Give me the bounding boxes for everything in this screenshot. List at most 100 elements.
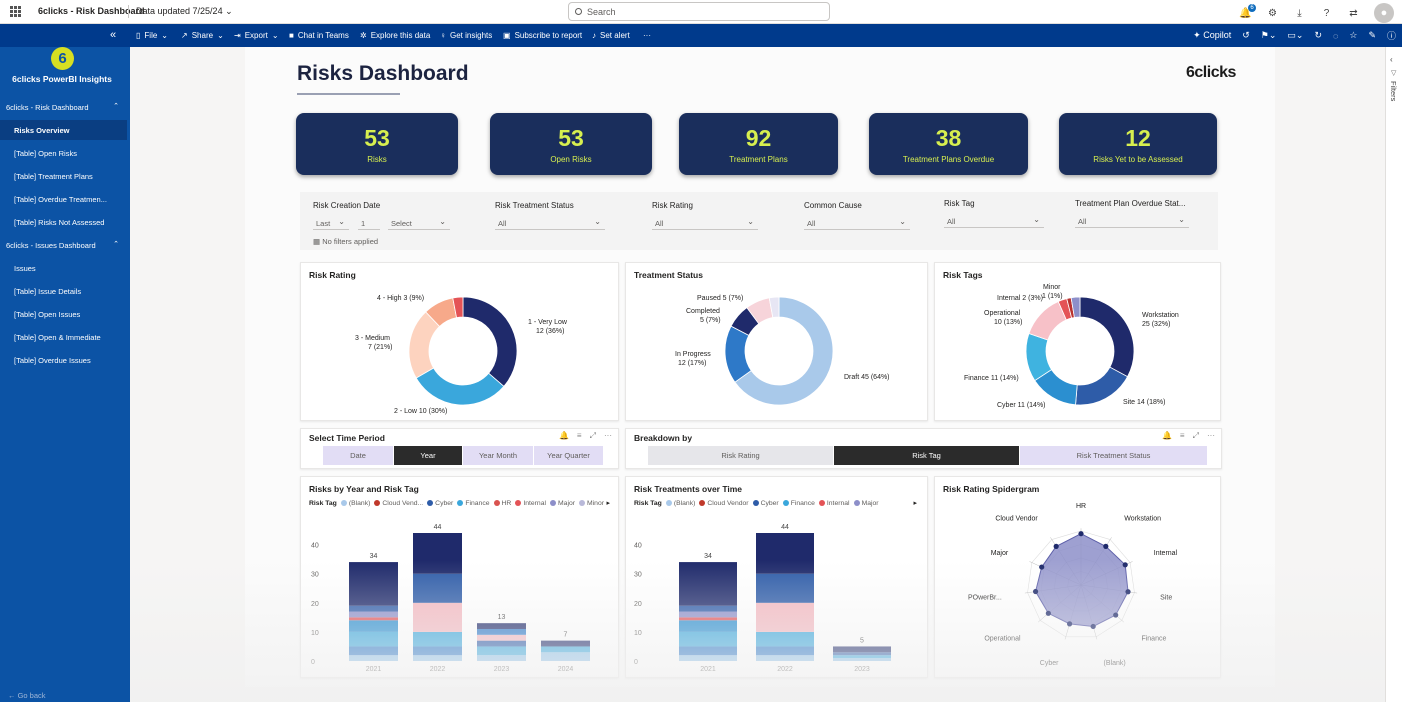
donut-slice[interactable] [734,296,834,406]
legend-item[interactable]: Minor [579,500,604,507]
nav-item[interactable]: [Table] Overdue Treatmen... [0,189,127,209]
donut-slice[interactable] [462,296,518,387]
risk-tags-donut-chart[interactable] [935,263,1222,422]
edit-icon[interactable]: ✎ [1368,30,1376,40]
reset-icon[interactable]: ↺ [1242,30,1250,40]
focus-icon[interactable]: ⤢ [589,431,596,440]
legend-item[interactable]: Cloud Vendor [699,500,749,507]
relative-date-count-input[interactable]: 1 [358,216,380,230]
tab-year-quarter[interactable]: Year Quarter [534,446,603,465]
alert-icon[interactable]: 🔔 [558,431,569,440]
legend-item[interactable]: HR [493,500,511,507]
common-cause-dropdown[interactable]: All ⌄ [804,216,910,230]
help-icon[interactable]: ? [1323,7,1330,19]
relative-date-unit-dropdown[interactable]: Select ⌄ [388,216,450,230]
kpi-card-open-risks[interactable]: 53 Open Risks [490,113,652,175]
nav-item[interactable]: [Table] Risks Not Assessed [0,212,127,232]
risk-tag-dropdown[interactable]: All ⌄ [944,214,1044,228]
donut-slice[interactable] [1070,296,1081,318]
nav-item[interactable]: [Table] Open Risks [0,143,127,163]
view-icon[interactable]: ▭⌄ [1287,30,1304,40]
gear-icon[interactable]: ⚙ [1268,7,1277,19]
kpi-card-risks[interactable]: 53 Risks [296,113,458,175]
collapse-filters-icon[interactable]: ‹ [1390,55,1393,64]
alert-icon[interactable]: 🔔 [1161,431,1172,440]
tab-date[interactable]: Date [323,446,393,465]
nav-item[interactable]: [Table] Treatment Plans [0,166,127,186]
nav-group-header[interactable]: 6clicks - Risk Dashboard ⌃ [0,97,127,117]
nav-group-header[interactable]: 6clicks - Issues Dashboard ⌃ [0,235,127,255]
kpi-card-treatment-overdue[interactable]: 38 Treatment Plans Overdue [869,113,1028,175]
info-icon[interactable]: ⓘ [1386,31,1396,41]
comment-icon[interactable]: ◌ [1333,30,1339,41]
legend-next-icon[interactable]: ▸ [606,500,610,507]
go-back-button[interactable]: ← Go back [8,691,46,700]
legend-next-icon[interactable]: ▸ [913,500,917,507]
nav-item[interactable]: Risks Overview [0,120,127,140]
legend-item[interactable]: Cyber [427,500,453,507]
more-icon[interactable]: ··· [604,431,612,440]
legend-item[interactable]: (Blank) [665,500,695,507]
bookmark-icon[interactable]: ⚑⌄ [1260,30,1277,40]
radar-point[interactable] [1053,543,1059,549]
treatment-status-dropdown[interactable]: All ⌄ [495,216,605,230]
filters-pane[interactable]: ‹ ▽ Filters [1385,47,1402,702]
legend-item[interactable]: Cloud Vend... [374,500,423,507]
legend-item[interactable]: Finance [782,500,815,507]
kpi-card-treatment-plans[interactable]: 92 Treatment Plans [679,113,838,175]
tab-year-month[interactable]: Year Month [463,446,533,465]
radar-point[interactable] [1078,531,1084,537]
legend-item[interactable]: Finance [457,500,490,507]
tab-risk-tag[interactable]: Risk Tag [834,446,1019,465]
donut-slice[interactable] [1079,296,1135,378]
nav-item[interactable]: Issues [0,258,127,278]
search-input[interactable]: Search [568,2,830,21]
download-icon[interactable]: ⤓ [1297,7,1302,19]
copilot-button[interactable]: ✦ Copilot [1193,30,1231,41]
kpi-card-not-assessed[interactable]: 12 Risks Yet to be Assessed [1059,113,1217,175]
focus-icon[interactable]: ⤢ [1192,431,1199,440]
legend-item[interactable]: Cyber [752,500,779,507]
tab-risk-rating[interactable]: Risk Rating [648,446,833,465]
more-options-button[interactable]: ··· [643,31,651,40]
refresh-icon[interactable]: ↻ [1314,30,1322,40]
app-launcher-icon[interactable] [10,6,21,17]
legend-item[interactable]: Major [853,500,879,507]
get-insights-button[interactable]: ♀ Get insights [440,31,492,40]
collapse-nav-icon[interactable]: « [110,29,117,41]
relative-date-period-dropdown[interactable]: Last ⌄ [313,216,349,230]
risk-rating-donut-chart[interactable] [301,263,620,422]
donut-slice[interactable] [768,296,780,319]
tab-year[interactable]: Year [394,446,462,465]
risk-rating-dropdown[interactable]: All ⌄ [652,216,758,230]
nav-item[interactable]: [Table] Open Issues [0,304,127,324]
share-icon[interactable]: ⇄ [1349,7,1358,19]
tab-risk-treatment-status[interactable]: Risk Treatment Status [1020,446,1207,465]
donut-slice[interactable] [1075,366,1129,406]
data-updated-dropdown[interactable]: Data updated 7/25/24 ⌄ [136,6,233,17]
filter-icon[interactable]: ≡ [1179,431,1185,440]
bell-icon[interactable]: 🔔 6 [1239,3,1256,20]
treatment-status-donut-chart[interactable] [626,263,929,422]
file-menu[interactable]: ▯ File ⌄ [136,31,168,40]
filter-icon[interactable]: ≡ [576,431,582,440]
nav-item[interactable]: [Table] Open & Immediate [0,327,127,347]
radar-point[interactable] [1103,543,1109,549]
avatar[interactable]: ● [1374,3,1394,23]
subscribe-button[interactable]: ▣ Subscribe to report [503,31,582,40]
legend-item[interactable]: Internal [515,500,546,507]
explore-data-button[interactable]: ✲ Explore this data [360,31,430,40]
export-menu[interactable]: ⇥ Export ⌄ [234,31,279,40]
set-alert-button[interactable]: ♪ Set alert [592,31,630,40]
donut-slice[interactable] [452,296,464,319]
favorite-icon[interactable]: ☆ [1349,30,1358,40]
overdue-status-dropdown[interactable]: All ⌄ [1075,214,1189,228]
legend-item[interactable]: Internal [818,500,850,507]
legend-item[interactable]: (Blank) [340,500,370,507]
nav-item[interactable]: [Table] Issue Details [0,281,127,301]
share-menu[interactable]: ↗ Share ⌄ [181,31,224,40]
nav-item[interactable]: [Table] Overdue Issues [0,350,127,370]
legend-item[interactable]: Major [550,500,575,507]
chat-in-teams-button[interactable]: ■ Chat in Teams [289,31,349,40]
more-icon[interactable]: ··· [1207,431,1215,440]
